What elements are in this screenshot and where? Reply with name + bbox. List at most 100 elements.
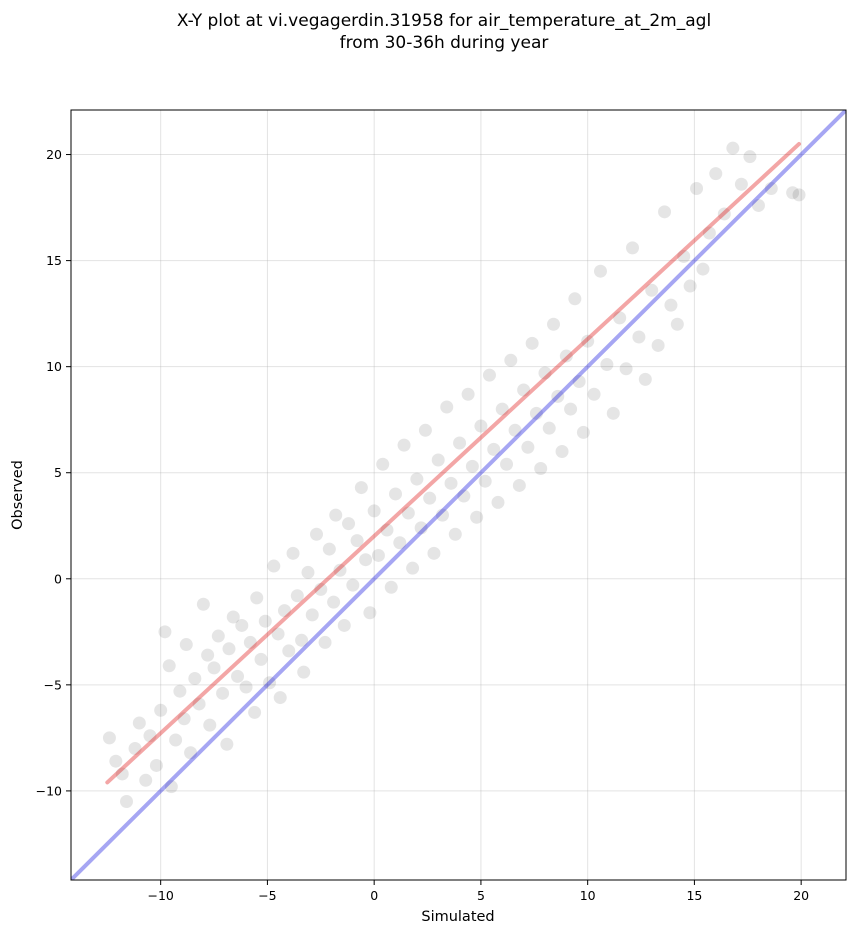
- data-point: [371, 548, 385, 562]
- grid: [71, 110, 846, 880]
- data-point: [389, 487, 403, 501]
- data-point: [593, 264, 607, 278]
- data-point: [613, 311, 627, 325]
- data-point: [534, 461, 548, 475]
- data-point: [162, 659, 176, 673]
- data-point: [696, 262, 710, 276]
- data-point: [220, 737, 234, 751]
- data-point: [188, 671, 202, 685]
- data-point: [587, 387, 601, 401]
- data-point: [702, 226, 716, 240]
- data-point: [632, 330, 646, 344]
- data-point: [169, 733, 183, 747]
- data-point: [158, 625, 172, 639]
- scatter-points: [102, 141, 806, 809]
- data-point: [559, 349, 573, 363]
- data-point: [376, 457, 390, 471]
- data-point: [786, 186, 800, 200]
- data-point: [457, 489, 471, 503]
- data-point: [231, 669, 245, 683]
- data-point: [690, 181, 704, 195]
- data-point: [359, 553, 373, 567]
- y-axis-label: Observed: [10, 460, 26, 530]
- data-point: [495, 402, 509, 416]
- data-point: [173, 684, 187, 698]
- data-point: [271, 627, 285, 641]
- data-point: [397, 438, 411, 452]
- reference-lines: [71, 110, 846, 880]
- data-point: [734, 177, 748, 191]
- data-point: [751, 198, 765, 212]
- x-tick-label: 15: [686, 888, 702, 903]
- x-axis-label: Simulated: [421, 909, 494, 925]
- data-point: [482, 368, 496, 382]
- data-point: [286, 546, 300, 560]
- data-point: [207, 661, 221, 675]
- data-point: [444, 476, 458, 490]
- data-point: [226, 610, 240, 624]
- data-point: [792, 188, 806, 202]
- data-point: [500, 457, 514, 471]
- data-point: [453, 436, 467, 450]
- y-tick-label: 15: [46, 253, 62, 268]
- one-to-one-line: [71, 110, 846, 880]
- data-point: [410, 472, 424, 486]
- data-point: [314, 582, 328, 596]
- data-point: [263, 676, 277, 690]
- data-point: [542, 421, 556, 435]
- data-point: [529, 406, 543, 420]
- data-point: [179, 638, 193, 652]
- data-point: [538, 366, 552, 380]
- data-point: [216, 686, 230, 700]
- data-point: [508, 423, 522, 437]
- data-point: [465, 459, 479, 473]
- data-point: [512, 478, 526, 492]
- data-point: [258, 614, 272, 628]
- data-point: [423, 491, 437, 505]
- data-point: [128, 741, 142, 755]
- y-tick-label: −5: [44, 677, 62, 692]
- data-point: [363, 606, 377, 620]
- data-point: [346, 578, 360, 592]
- data-point: [551, 389, 565, 403]
- data-point: [677, 249, 691, 263]
- y-tick-label: 10: [46, 359, 62, 374]
- data-point: [517, 383, 531, 397]
- data-point: [619, 362, 633, 376]
- data-point: [102, 731, 116, 745]
- data-point: [327, 595, 341, 609]
- data-point: [645, 283, 659, 297]
- y-axis-ticks: −10 −5 0 5 10 15 20: [36, 147, 71, 798]
- data-point: [250, 591, 264, 605]
- data-point: [248, 705, 262, 719]
- data-point: [504, 353, 518, 367]
- data-point: [192, 697, 206, 711]
- data-point: [393, 536, 407, 550]
- data-point: [440, 400, 454, 414]
- y-tick-label: 5: [54, 465, 62, 480]
- data-point: [427, 546, 441, 560]
- data-point: [683, 279, 697, 293]
- data-point: [670, 317, 684, 331]
- data-point: [470, 510, 484, 524]
- data-point: [367, 504, 381, 518]
- x-tick-label: 10: [580, 888, 596, 903]
- data-point: [143, 729, 157, 743]
- data-point: [384, 580, 398, 594]
- data-point: [547, 317, 561, 331]
- data-point: [267, 559, 281, 573]
- data-point: [322, 542, 336, 556]
- data-point: [431, 453, 445, 467]
- data-point: [743, 150, 757, 164]
- data-point: [600, 358, 614, 372]
- data-point: [305, 608, 319, 622]
- data-point: [290, 589, 304, 603]
- data-point: [491, 495, 505, 509]
- data-point: [406, 561, 420, 575]
- data-point: [581, 334, 595, 348]
- data-point: [273, 691, 287, 705]
- y-tick-label: 0: [54, 571, 62, 586]
- data-point: [120, 795, 134, 809]
- data-point: [664, 298, 678, 312]
- data-point: [239, 680, 253, 694]
